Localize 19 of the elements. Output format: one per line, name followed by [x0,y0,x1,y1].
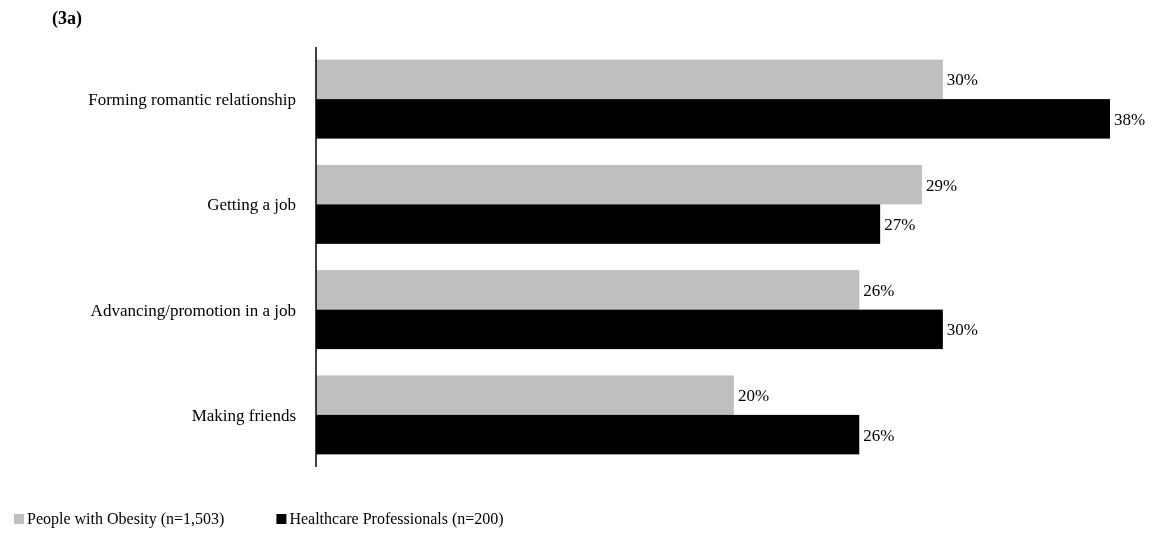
y-tick-label: Making friends [191,405,296,425]
data-label: 27% [884,215,916,235]
bar [316,375,734,415]
legend-label: Healthcare Professionals (n=200) [289,510,504,528]
legend-label: People with Obesity (n=1,503) [27,510,225,528]
bar [316,164,922,205]
y-tick-label: Forming romantic relationship [88,90,296,110]
data-label: 26% [863,280,895,300]
bar [316,59,943,100]
y-tick-label: Advancing/promotion in a job [90,300,296,320]
text: (3a) [52,8,82,29]
data-label: 30% [946,70,979,90]
data-label: 29% [925,175,958,195]
data-label: 30% [946,320,979,340]
data-label: 26% [863,425,895,445]
data-label: 38% [1114,109,1146,129]
data-label: 20% [737,386,770,406]
y-tick-label: Getting a job [207,195,296,215]
bar [316,270,860,310]
